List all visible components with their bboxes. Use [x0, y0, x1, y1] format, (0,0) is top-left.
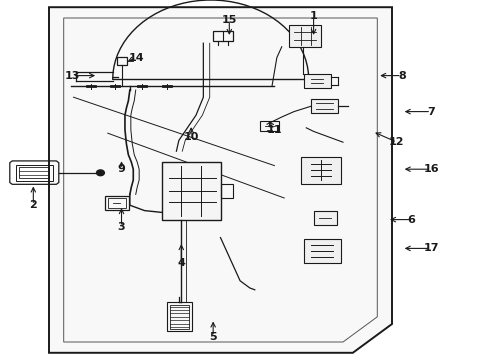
Text: 1: 1: [310, 11, 318, 21]
Text: 17: 17: [423, 243, 439, 253]
Polygon shape: [304, 239, 341, 263]
Polygon shape: [162, 162, 220, 220]
Text: 8: 8: [398, 71, 406, 81]
Text: 2: 2: [29, 200, 37, 210]
Polygon shape: [314, 211, 337, 225]
Bar: [117, 57, 127, 65]
Bar: [167, 302, 192, 331]
Bar: [108, 198, 126, 208]
Text: 12: 12: [389, 137, 405, 147]
Text: 9: 9: [118, 164, 125, 174]
Polygon shape: [301, 157, 341, 184]
Text: 7: 7: [427, 107, 435, 117]
Text: 4: 4: [177, 258, 185, 268]
Bar: [260, 121, 279, 131]
Polygon shape: [304, 74, 331, 88]
Text: 5: 5: [209, 332, 217, 342]
Text: 11: 11: [267, 125, 282, 135]
Polygon shape: [311, 99, 338, 113]
Bar: [170, 305, 189, 329]
Circle shape: [97, 170, 104, 176]
Text: 13: 13: [65, 71, 80, 81]
Text: 6: 6: [408, 215, 416, 225]
Text: 10: 10: [183, 132, 199, 142]
Text: 3: 3: [118, 222, 125, 232]
Text: 14: 14: [128, 53, 144, 63]
Polygon shape: [289, 25, 321, 47]
Polygon shape: [49, 7, 392, 353]
Text: 15: 15: [221, 15, 237, 25]
Bar: [105, 196, 129, 210]
Bar: [213, 31, 233, 41]
Text: 16: 16: [423, 164, 439, 174]
